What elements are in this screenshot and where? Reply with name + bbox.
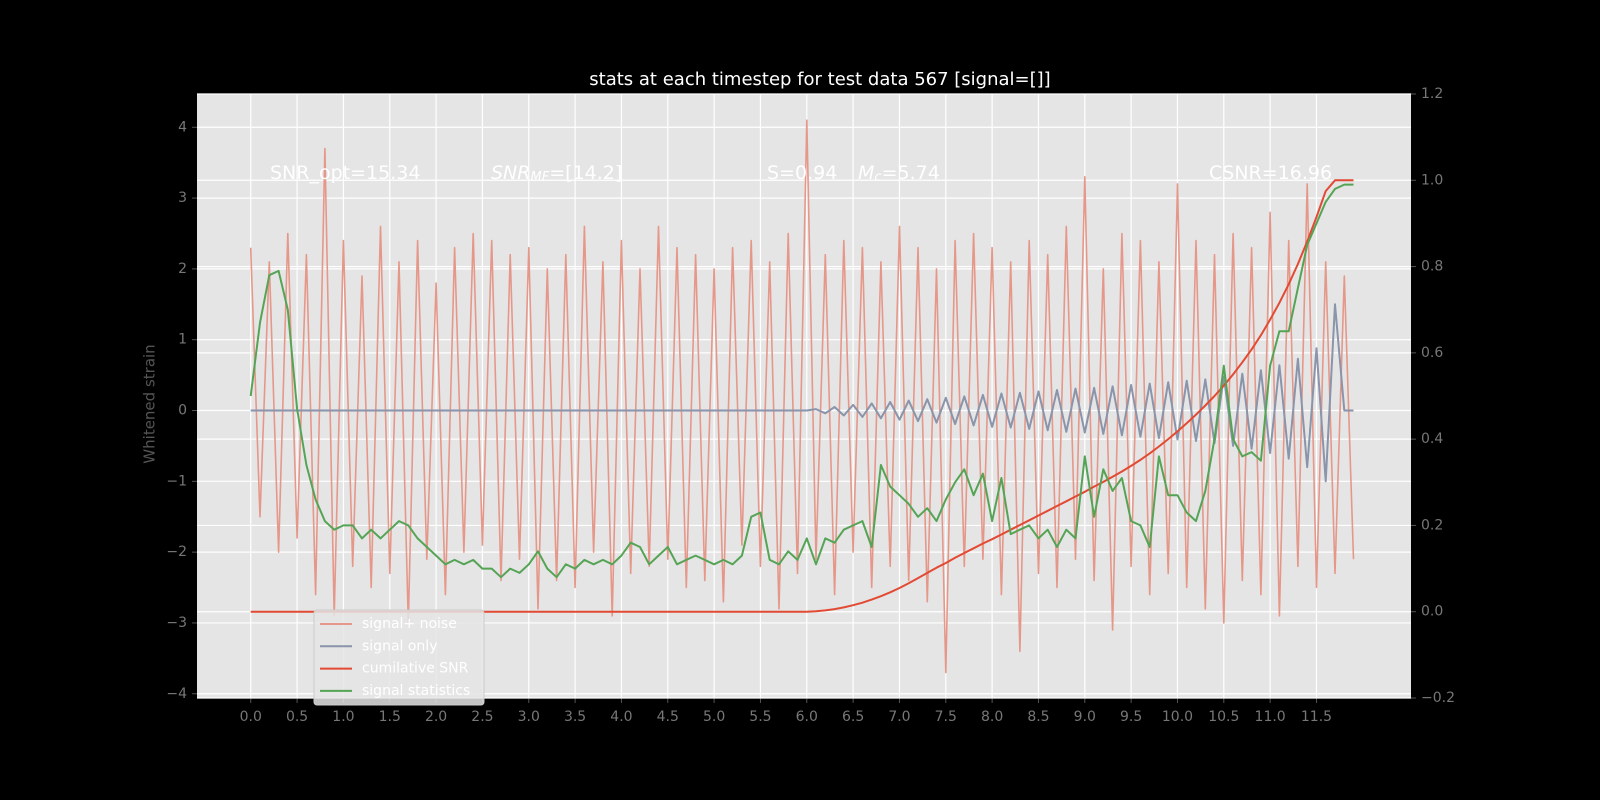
- x-tick-label: 9.5: [1120, 709, 1142, 725]
- x-tick-label: 9.0: [1074, 709, 1096, 725]
- x-tick-label: 5.5: [749, 709, 771, 725]
- x-tick-label: 7.5: [935, 709, 957, 725]
- annotation-part: =5.74: [882, 162, 940, 184]
- x-tick-label: 6.0: [796, 709, 818, 725]
- x-tick-label: 8.0: [981, 709, 1003, 725]
- chart-title: stats at each timestep for test data 567…: [589, 69, 1050, 90]
- y2-tick-label: −0.2: [1421, 690, 1455, 706]
- series-line: [249, 119, 1355, 674]
- y-tick-label: 2: [178, 261, 187, 277]
- annotation-part: M: [858, 162, 874, 184]
- legend-label: signal+ noise: [362, 616, 457, 632]
- legend-label: cumilative SNR: [362, 661, 469, 677]
- y-tick-label: −1: [166, 473, 187, 489]
- annotation: Mc=5.74: [858, 162, 940, 185]
- annotation: S=0.94: [767, 162, 837, 184]
- x-tick-label: 3.0: [518, 709, 540, 725]
- x-tick-label: 5.0: [703, 709, 725, 725]
- x-tick-label: 6.5: [842, 709, 864, 725]
- legend-box: [313, 609, 485, 706]
- x-tick-label: 10.5: [1208, 709, 1239, 725]
- x-tick-label: 1.0: [332, 709, 354, 725]
- annotation-part: SNR: [491, 162, 530, 184]
- x-tick-label: 8.5: [1027, 709, 1049, 725]
- annotation-part: S=0.94: [767, 162, 837, 184]
- annotation: SNRMF=[14.2]: [491, 162, 622, 185]
- annotation-part: c: [874, 170, 881, 185]
- y2-tick-label: 0.0: [1421, 604, 1443, 620]
- x-tick-label: 4.5: [657, 709, 679, 725]
- annotation-part: MF: [530, 170, 549, 185]
- y2-tick-label: 1.0: [1421, 172, 1443, 188]
- x-tick-label: 10.0: [1162, 709, 1193, 725]
- y2-tick-label: 0.2: [1421, 517, 1443, 533]
- x-tick-label: 0.5: [286, 709, 308, 725]
- annotation-part: SNR_opt=15.34: [270, 162, 420, 184]
- y-tick-label: 3: [178, 190, 187, 206]
- y-tick-label: 1: [178, 332, 187, 348]
- x-tick-label: 2.0: [425, 709, 447, 725]
- annotation-part: =[14.2]: [549, 162, 622, 184]
- x-tick-label: 2.5: [471, 709, 493, 725]
- y2-tick-label: 1.2: [1421, 86, 1443, 102]
- y-tick-label: 0: [178, 403, 187, 419]
- y-tick-label: −4: [166, 686, 187, 702]
- annotation: SNR_opt=15.34: [270, 162, 420, 184]
- y2-tick-label: 0.4: [1421, 431, 1443, 447]
- y2-tick-label: 0.8: [1421, 259, 1443, 275]
- y-axis-label: Whitened strain: [141, 344, 159, 463]
- y-tick-label: 4: [178, 119, 187, 135]
- x-tick-label: 4.0: [610, 709, 632, 725]
- y-tick-label: −3: [166, 615, 187, 631]
- legend-label: signal statistics: [362, 683, 470, 699]
- series-line: [249, 183, 1354, 579]
- annotation-part: CSNR=16.96: [1209, 162, 1332, 184]
- legend-label: signal only: [362, 638, 437, 654]
- y-tick-label: −2: [166, 544, 187, 560]
- y2-tick-label: 0.6: [1421, 345, 1443, 361]
- series-line: [250, 303, 1354, 483]
- x-tick-label: 7.0: [888, 709, 910, 725]
- x-tick-label: 0.0: [240, 709, 262, 725]
- annotation: CSNR=16.96: [1209, 162, 1332, 184]
- legend: signal+ noise signal only cumilative SNR si…: [313, 609, 485, 706]
- x-tick-label: 3.5: [564, 709, 586, 725]
- x-tick-label: 1.5: [379, 709, 401, 725]
- x-tick-label: 11.0: [1255, 709, 1286, 725]
- x-tick-label: 11.5: [1301, 709, 1332, 725]
